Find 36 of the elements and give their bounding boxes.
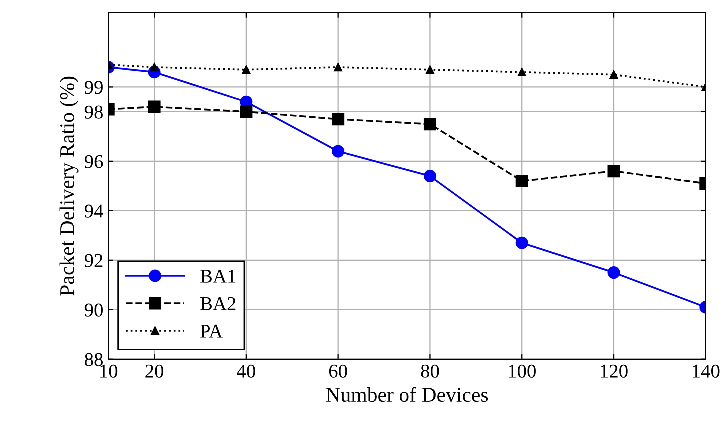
y-tick-label: 88 bbox=[85, 353, 103, 366]
point bbox=[516, 174, 528, 188]
x-tick-label: 60 bbox=[329, 364, 348, 378]
x-tick-label: 20 bbox=[146, 364, 164, 378]
point bbox=[516, 236, 528, 250]
point bbox=[608, 266, 620, 280]
point bbox=[242, 66, 251, 74]
x-tick-label: 140 bbox=[693, 364, 720, 378]
x-tick-label: 10 bbox=[100, 364, 118, 378]
point bbox=[240, 106, 253, 118]
legend-label: PA bbox=[200, 324, 223, 338]
x-tick-label: 100 bbox=[509, 364, 536, 378]
x-tick-label: 80 bbox=[421, 364, 440, 378]
y-tick-label: 92 bbox=[84, 254, 103, 268]
legend-label: BA2 bbox=[200, 297, 236, 310]
point bbox=[150, 63, 159, 72]
point bbox=[426, 66, 434, 74]
x-tick-label: 40 bbox=[237, 364, 256, 378]
legend-label: BA1 bbox=[200, 270, 236, 283]
y-axis-title: Packet Delivery Ratio (%) bbox=[60, 76, 79, 296]
point bbox=[332, 145, 345, 158]
x-tick-label: 120 bbox=[601, 364, 628, 378]
point bbox=[424, 118, 436, 131]
point bbox=[518, 68, 526, 77]
y-tick-label: 94 bbox=[84, 204, 104, 218]
point bbox=[610, 70, 618, 80]
y-tick-label: 90 bbox=[84, 304, 103, 317]
point bbox=[334, 63, 342, 72]
point bbox=[608, 165, 620, 178]
x-axis-title: Number of Devices bbox=[326, 387, 488, 402]
y-tick-label: 98 bbox=[84, 106, 103, 119]
y-tick-label: 96 bbox=[84, 155, 104, 168]
point bbox=[332, 113, 345, 126]
y-tick-label: 99 bbox=[84, 81, 103, 94]
point bbox=[424, 170, 436, 183]
point bbox=[148, 100, 161, 114]
